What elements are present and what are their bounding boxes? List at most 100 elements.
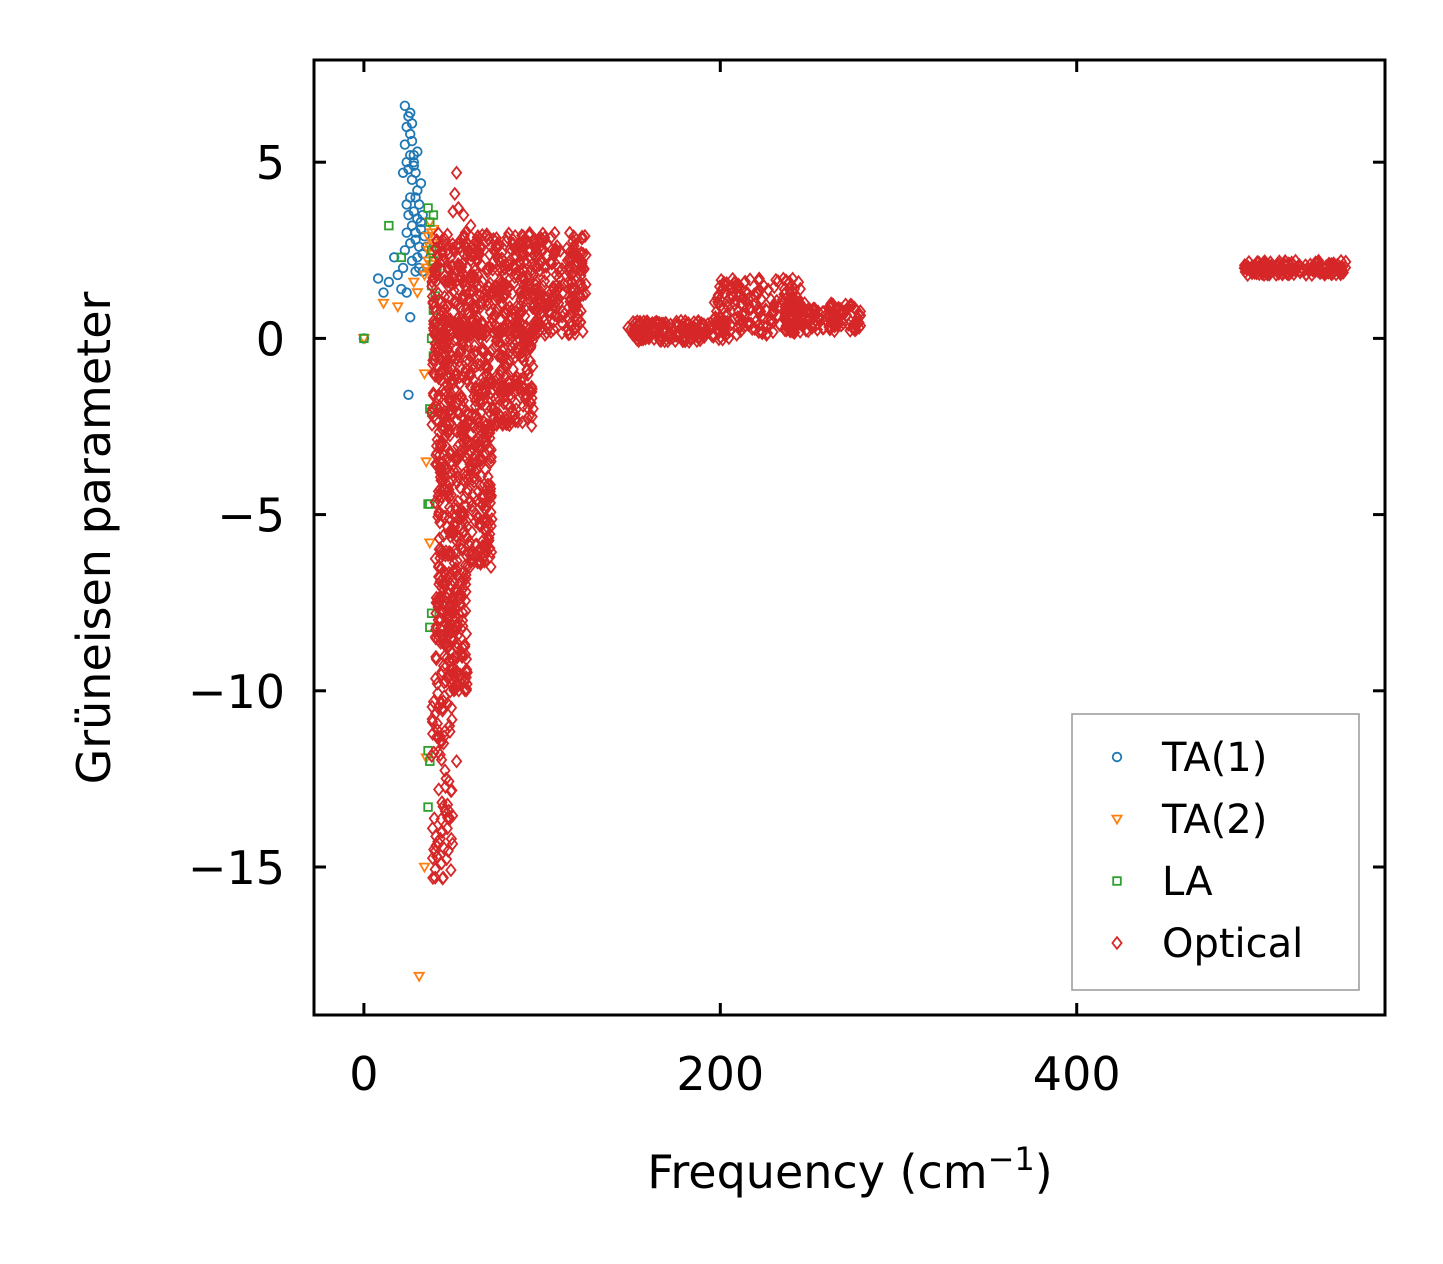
data-point — [473, 395, 486, 410]
data-point — [459, 603, 472, 619]
data-point — [450, 239, 463, 254]
data-point — [745, 316, 757, 331]
data-point — [455, 575, 467, 590]
series-ta-1- — [358, 100, 432, 400]
data-point — [433, 292, 445, 308]
axis-ticks: 0 200 400 5 0 −5 −10 −15 — [188, 60, 1385, 1101]
data-point — [491, 371, 504, 386]
data-point — [435, 603, 447, 618]
data-point — [512, 269, 524, 285]
y-tick-label: −5 — [217, 489, 285, 543]
data-point — [488, 325, 500, 341]
plot-frame — [312, 58, 1387, 1017]
data-point — [553, 264, 566, 280]
data-point — [426, 417, 438, 432]
data-point — [440, 851, 453, 867]
data-point — [401, 199, 412, 210]
data-point — [721, 307, 733, 322]
data-point — [452, 200, 465, 216]
data-point — [433, 504, 445, 520]
data-point — [652, 317, 664, 332]
data-point — [438, 273, 451, 289]
data-point — [455, 263, 467, 278]
data-point — [476, 274, 489, 290]
data-point — [428, 210, 439, 220]
data-point — [467, 283, 479, 299]
data-point — [503, 257, 515, 273]
data-point — [474, 299, 487, 315]
data-point — [451, 475, 463, 490]
data-point — [437, 234, 450, 249]
data-point — [479, 521, 491, 536]
data-point — [667, 322, 680, 337]
data-point — [471, 325, 483, 341]
data-point — [823, 299, 836, 314]
y-tick-label: 0 — [256, 312, 285, 366]
data-point — [450, 351, 462, 366]
data-point — [465, 218, 477, 233]
data-point — [575, 268, 587, 284]
data-point — [576, 231, 588, 246]
data-point — [463, 242, 475, 257]
data-point — [427, 386, 440, 401]
data-point — [405, 107, 416, 119]
data-point — [753, 302, 766, 318]
data-point — [494, 261, 507, 276]
data-point — [427, 388, 440, 403]
data-point — [485, 454, 497, 469]
data-point — [439, 404, 451, 419]
data-point — [447, 325, 460, 340]
data-point — [462, 304, 474, 320]
data-point — [788, 321, 801, 337]
data-point — [713, 331, 725, 347]
data-point — [519, 328, 531, 343]
data-point — [431, 676, 444, 691]
data-point — [430, 241, 442, 256]
data-point — [516, 349, 528, 364]
data-point — [431, 722, 444, 738]
data-point — [567, 298, 580, 313]
data-point — [423, 203, 433, 213]
data-point — [562, 326, 575, 342]
data-point — [468, 463, 481, 478]
data-point — [471, 253, 483, 269]
data-point — [410, 227, 421, 238]
data-point — [406, 135, 418, 147]
data-point — [815, 312, 828, 327]
data-point — [447, 204, 459, 219]
data-point — [680, 332, 692, 347]
data-point — [524, 339, 537, 354]
data-point — [1315, 264, 1327, 280]
data-point — [432, 782, 445, 797]
data-point — [449, 498, 462, 513]
data-point — [432, 506, 445, 522]
data-point — [479, 287, 491, 303]
data-point — [710, 304, 723, 319]
data-point — [446, 677, 458, 692]
data-point — [431, 716, 444, 731]
data-point — [492, 328, 505, 344]
data-point — [491, 301, 503, 317]
data-point — [513, 236, 525, 251]
data-point — [430, 274, 442, 289]
data-point — [514, 299, 526, 314]
data-point — [403, 389, 414, 400]
data-point — [460, 651, 473, 667]
data-point — [406, 118, 418, 129]
data-point — [497, 289, 509, 304]
data-point — [493, 254, 506, 269]
data-point — [498, 396, 510, 411]
data-point — [429, 870, 441, 885]
data-point — [408, 206, 419, 217]
data-point — [412, 252, 423, 263]
data-point — [459, 593, 472, 609]
data-point — [443, 391, 455, 407]
data-point — [432, 370, 445, 386]
data-point — [484, 430, 496, 446]
data-point — [477, 341, 490, 357]
data-point — [401, 287, 412, 298]
data-point — [565, 275, 578, 291]
data-point — [436, 508, 449, 523]
data-point — [454, 608, 466, 623]
data-point — [631, 314, 644, 329]
